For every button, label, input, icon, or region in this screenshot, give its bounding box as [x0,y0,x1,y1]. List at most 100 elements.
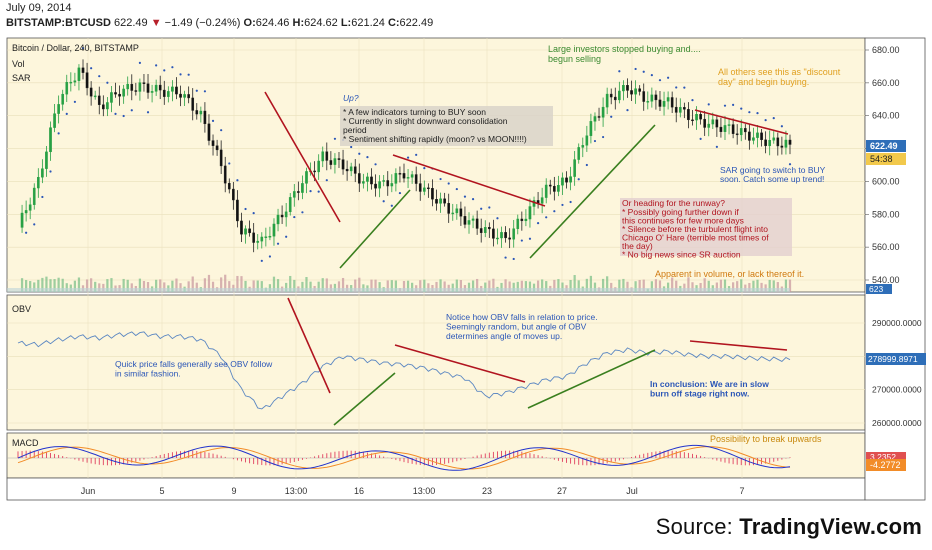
candle-body [524,218,528,222]
candle-body [301,183,304,193]
volume-legend: Vol [12,59,25,69]
volume-bar [573,275,576,292]
candle-body [276,214,280,225]
volume-bar [33,282,36,292]
candle-body [162,89,166,97]
sar-dot [228,162,231,165]
price-tick-label: 580.00 [872,209,900,219]
volume-bar [731,282,735,292]
candle-body [297,191,300,193]
volume-bar [593,282,597,292]
volume-bar [642,279,645,292]
sar-dot [325,179,328,182]
sar-dot [211,119,215,122]
sar-dot [49,170,52,173]
candle-body [784,139,788,148]
sar-dot [236,179,239,182]
candle-body [618,90,621,101]
candle-body [110,92,113,103]
candle-body [715,119,719,128]
volume-baseline [7,288,790,292]
candle-body [479,228,483,233]
macd-panel-title: MACD [12,438,39,448]
sar-dot [374,163,377,166]
candle-body [630,90,633,95]
candle-body [459,208,463,217]
volume-bar [175,278,178,292]
sar-dot [179,73,182,76]
obv-green-trend-line [527,349,656,409]
obv-quick-falls-note: Quick price falls generally see OBV foll… [115,359,273,369]
candle-body [557,185,560,192]
time-tick-label: 5 [159,486,164,496]
candle-body [264,236,268,238]
candle-body [333,158,337,165]
sar-dot [577,178,580,181]
volume-bar [471,280,475,292]
sar-dot [520,239,523,242]
sar-dot [439,177,442,181]
volume-bar [309,281,312,292]
volume-bar [394,280,397,292]
volume-bar [244,280,247,292]
sar-dot [244,207,247,211]
volume-bar [285,282,288,292]
candle-body [183,94,186,98]
candle-body [735,133,739,136]
volume-bar [545,281,548,292]
time-tick-label: 16 [354,486,364,496]
up-note-box [340,106,553,146]
volume-bar [195,282,198,292]
candle-body [305,171,308,184]
candle-body [73,80,77,83]
candle-body [154,84,158,92]
candle-body [731,124,735,134]
candle-body [114,92,117,95]
candle-body [707,123,711,128]
sar-dot [748,111,751,114]
candle-body [553,185,556,192]
volume-bar [703,278,706,292]
sar-dot [187,73,190,76]
volume-tag: 623 [869,284,883,294]
volume-bar [122,278,125,292]
candle-body [288,197,292,213]
volume-bar [98,283,101,292]
candle-body [215,145,219,151]
sar-dot [195,89,198,92]
red-trend-line [694,109,789,135]
sar-dot [260,259,263,262]
sar-dot [358,152,361,155]
candle-body [61,93,65,105]
volume-bar [723,279,727,292]
volume-bar [53,279,56,292]
volume-bar [553,279,556,292]
sar-dot [463,195,467,198]
sar-dot [561,203,564,207]
volume-bar [772,280,775,292]
candle-body [280,214,284,218]
volume-bar [146,282,150,292]
candle-body [719,126,723,133]
candle-body [455,208,459,214]
runway-note-line: this continues for few more days [622,216,744,226]
candle-body [748,131,751,141]
candle-body [195,110,199,115]
sar-dot [488,206,491,209]
sar-dot [203,90,207,93]
close-label: C: [387,17,400,29]
volume-bar [569,279,572,292]
obv-tick-label: 290000.0000 [872,318,922,328]
volume-bar [20,278,24,292]
large-investors-note: Large investors stopped buying and.... [548,44,701,54]
volume-bar [25,280,28,292]
obv-panel-bg [6,294,866,431]
candle-body [658,99,662,107]
discount-day-note: day" and begin buying. [718,77,809,87]
volume-bar [784,279,788,292]
sar-dot [114,112,117,115]
volume-note: Apparent in volume, or lack thereof it. [655,269,804,279]
volume-bar [618,279,621,292]
candle-body [179,93,182,98]
candle-body [496,237,499,240]
